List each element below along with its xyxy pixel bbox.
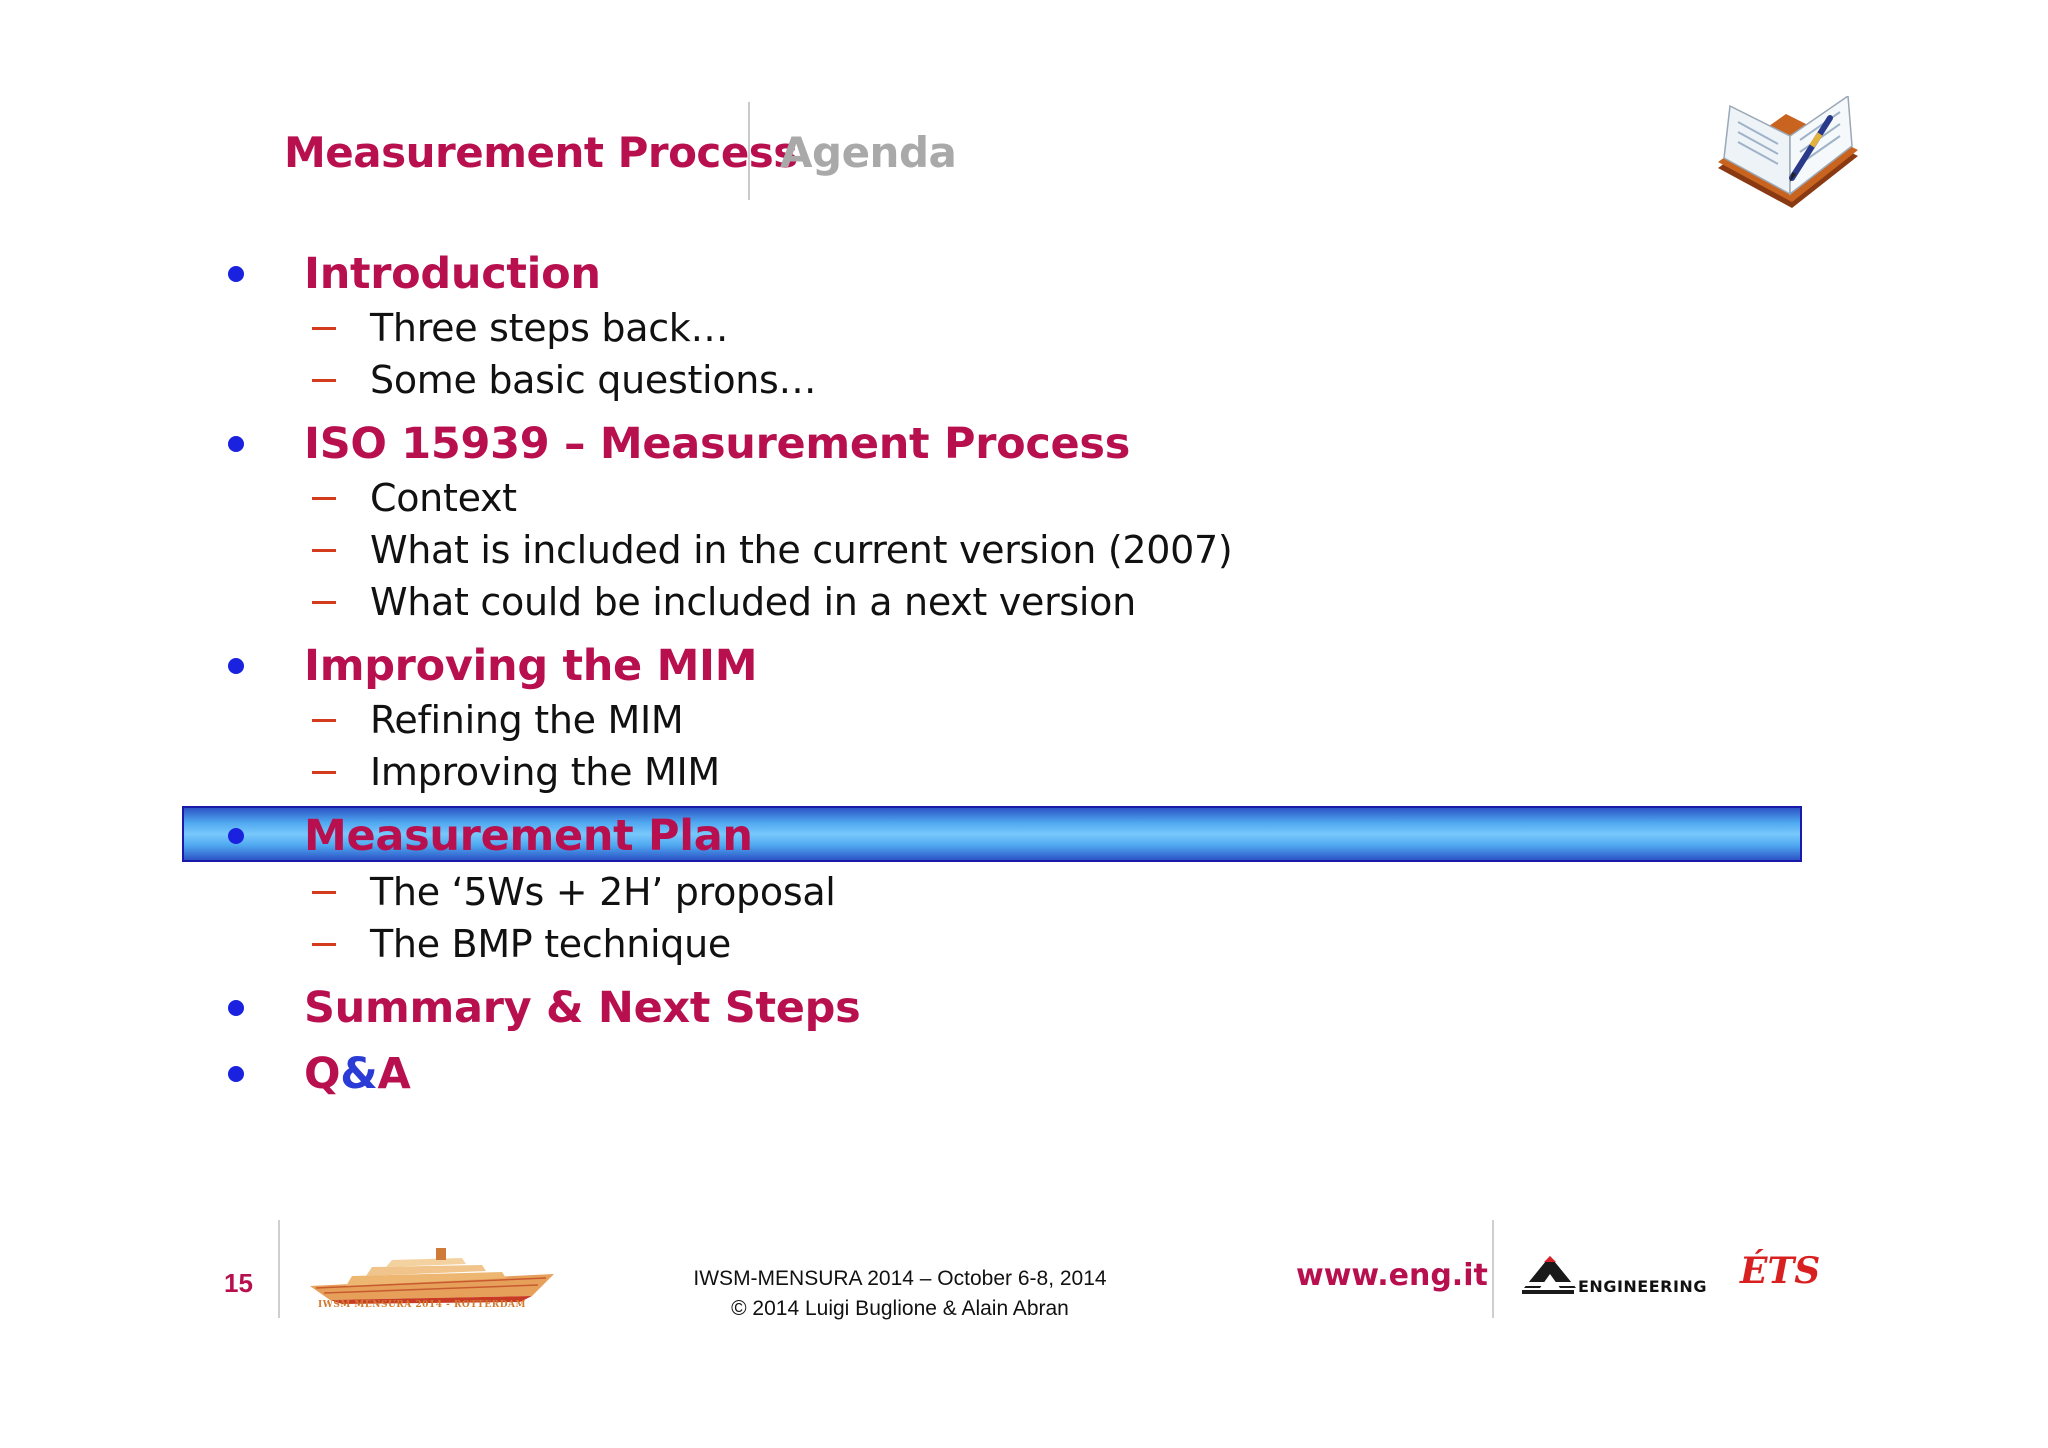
agenda-subitem: Refining the MIM <box>312 696 684 744</box>
bullet-dot-icon <box>228 436 244 452</box>
agenda-item-measurement-plan: Measurement Plan <box>228 808 753 864</box>
agenda-item-summary: Summary & Next Steps <box>228 980 861 1036</box>
agenda-subitem: The BMP technique <box>312 920 731 968</box>
dash-icon <box>312 378 336 382</box>
page-number: 15 <box>224 1268 253 1298</box>
dash-icon <box>312 326 336 330</box>
bullet-dot-icon <box>228 266 244 282</box>
dash-icon <box>312 718 336 722</box>
ship-logo-caption: IWSM MENSURA 2014 - ROTTERDAM <box>318 1300 526 1310</box>
agenda-item-qa: Q&A <box>228 1046 411 1102</box>
dash-icon <box>312 770 336 774</box>
bullet-dot-icon <box>228 828 244 844</box>
agenda-subitem: Three steps back… <box>312 304 729 352</box>
engineering-logo-text: ENGINEERING <box>1578 1277 1707 1296</box>
bullet-dot-icon <box>228 658 244 674</box>
ets-logo: ÉTS <box>1740 1250 1821 1292</box>
dash-icon <box>312 548 336 552</box>
book-icon <box>1718 96 1858 208</box>
engineering-logo <box>1522 1256 1576 1294</box>
dash-icon <box>312 496 336 500</box>
website-link[interactable]: www.eng.it <box>1296 1258 1488 1293</box>
dash-icon <box>312 890 336 894</box>
copyright-notice: © 2014 Luigi Buglione & Alain Abran <box>731 1297 1069 1320</box>
header-divider <box>748 102 750 200</box>
dash-icon <box>312 600 336 604</box>
agenda-subitem: Context <box>312 474 517 522</box>
bullet-dot-icon <box>228 1000 244 1016</box>
section-label: Agenda <box>780 128 957 177</box>
current-item-highlight <box>182 806 1802 862</box>
dash-icon <box>312 942 336 946</box>
footer-center: IWSM-MENSURA 2014 – October 6-8, 2014 © … <box>640 1264 1160 1324</box>
footer-divider <box>1492 1220 1494 1318</box>
ship-logo <box>310 1248 554 1304</box>
conference-info: IWSM-MENSURA 2014 – October 6-8, 2014 <box>693 1267 1107 1290</box>
agenda-item-introduction: Introduction <box>228 246 601 302</box>
agenda-item-iso-15939: ISO 15939 – Measurement Process <box>228 416 1130 472</box>
agenda-subitem: The ‘5Ws + 2H’ proposal <box>312 868 836 916</box>
agenda-subitem: Some basic questions… <box>312 356 817 404</box>
agenda-subitem: What is included in the current version … <box>312 526 1233 574</box>
footer-divider <box>278 1220 280 1318</box>
agenda-item-improving-mim: Improving the MIM <box>228 638 758 694</box>
agenda-subitem: What could be included in a next version <box>312 578 1136 626</box>
slide-title: Measurement Process <box>284 128 798 177</box>
bullet-dot-icon <box>228 1066 244 1082</box>
agenda-subitem: Improving the MIM <box>312 748 720 796</box>
